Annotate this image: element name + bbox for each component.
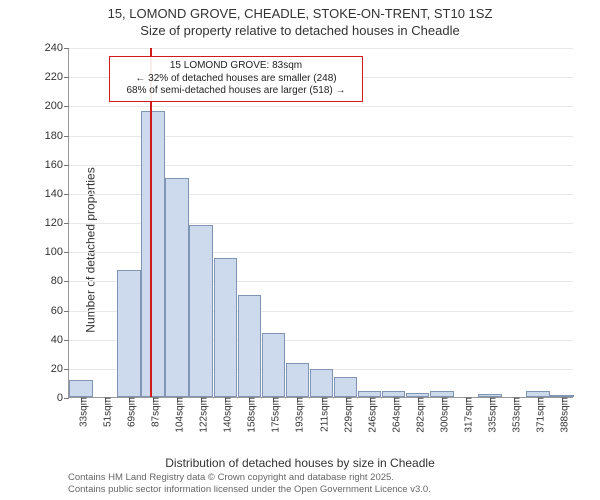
xtick-label: 246sqm <box>361 397 378 433</box>
histogram-bar <box>69 380 93 398</box>
ytick-label: 160 <box>45 159 69 171</box>
chart-title-line2: Size of property relative to detached ho… <box>0 23 600 40</box>
ytick-label: 40 <box>51 334 69 346</box>
ytick-label: 100 <box>45 246 69 258</box>
xtick-label: 69sqm <box>121 397 138 427</box>
xtick-label: 371sqm <box>529 397 546 433</box>
chart-container: 15, LOMOND GROVE, CHEADLE, STOKE-ON-TREN… <box>0 0 600 500</box>
footnote-line2: Contains public sector information licen… <box>68 484 431 496</box>
histogram-bar <box>214 258 238 397</box>
xtick-label: 335sqm <box>481 397 498 433</box>
histogram-bar <box>189 225 213 397</box>
xtick-label: 140sqm <box>217 397 234 433</box>
xtick-label: 300sqm <box>433 397 450 433</box>
xtick-label: 282sqm <box>409 397 426 433</box>
annotation-box: 15 LOMOND GROVE: 83sqm ← 32% of detached… <box>109 56 363 102</box>
histogram-bar <box>262 333 286 397</box>
xtick-label: 87sqm <box>145 397 162 427</box>
xtick-label: 353sqm <box>505 397 522 433</box>
footnote-line1: Contains HM Land Registry data © Crown c… <box>68 472 431 484</box>
xtick-label: 175sqm <box>265 397 282 433</box>
histogram-bar <box>238 295 262 397</box>
xtick-label: 317sqm <box>457 397 474 433</box>
ytick-label: 60 <box>51 305 69 317</box>
histogram-bar <box>286 363 310 397</box>
xtick-label: 193sqm <box>289 397 306 433</box>
xtick-label: 158sqm <box>241 397 258 433</box>
gridline <box>69 106 573 107</box>
x-axis-label: Distribution of detached houses by size … <box>0 456 600 470</box>
footnote: Contains HM Land Registry data © Crown c… <box>68 472 431 496</box>
xtick-label: 122sqm <box>193 397 210 433</box>
ytick-label: 20 <box>51 363 69 375</box>
plot-area: 02040608010012014016018020022024033sqm51… <box>68 48 573 398</box>
ytick-label: 200 <box>45 100 69 112</box>
ytick-label: 180 <box>45 130 69 142</box>
xtick-label: 264sqm <box>385 397 402 433</box>
histogram-bar <box>165 178 189 397</box>
ytick-label: 140 <box>45 188 69 200</box>
annotation-line3: 68% of semi-detached houses are larger (… <box>116 85 356 98</box>
xtick-label: 51sqm <box>97 397 114 427</box>
ytick-label: 220 <box>45 71 69 83</box>
ytick-label: 80 <box>51 275 69 287</box>
xtick-label: 211sqm <box>313 397 330 432</box>
xtick-label: 388sqm <box>553 397 570 433</box>
ytick-label: 0 <box>57 392 69 404</box>
xtick-label: 104sqm <box>169 397 186 433</box>
annotation-line2: ← 32% of detached houses are smaller (24… <box>116 73 356 86</box>
annotation-line1: 15 LOMOND GROVE: 83sqm <box>116 60 356 73</box>
histogram-bar <box>310 369 334 397</box>
gridline <box>69 48 573 49</box>
ytick-label: 240 <box>45 42 69 54</box>
xtick-label: 229sqm <box>337 397 354 433</box>
histogram-bar <box>334 377 358 397</box>
chart-title-line1: 15, LOMOND GROVE, CHEADLE, STOKE-ON-TREN… <box>0 0 600 23</box>
ytick-label: 120 <box>45 217 69 229</box>
histogram-bar <box>117 270 141 397</box>
xtick-label: 33sqm <box>73 397 90 427</box>
histogram-bar <box>141 111 165 397</box>
